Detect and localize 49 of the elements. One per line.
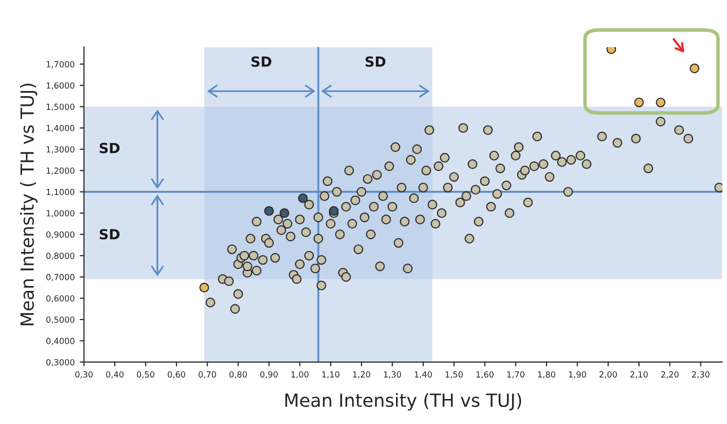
y-tick-label: 1,4000 [46, 124, 74, 132]
y-tick-label: 1,3000 [46, 146, 74, 154]
y-tick-label: 1,5000 [46, 104, 74, 111]
annotation: SD [252, 56, 272, 67]
y-tick-label: 1,1000 [46, 188, 74, 196]
x-tick-label: 1,20 [353, 371, 370, 378]
annotation: SD [100, 228, 120, 240]
x-tick-label: 0,70 [198, 371, 216, 378]
x-axis-title: Mean Intensity (TH vs TUJ) [285, 393, 522, 411]
y-tick-label: 0,8000 [46, 252, 74, 260]
y-tick-label: 1,7000 [46, 61, 74, 68]
x-tick-label: 2,20 [661, 371, 679, 378]
point [634, 98, 644, 108]
annotation: SD [100, 142, 120, 154]
point [298, 193, 308, 204]
x-tick-label: 2,30 [692, 371, 710, 378]
x-tick-label: 1,50 [446, 371, 463, 378]
y-tick-label: 0,9000 [46, 231, 74, 239]
x-tick-label: 0,60 [168, 371, 186, 378]
x-tick-label: 1,30 [384, 371, 402, 378]
y-tick-label: 0,5000 [46, 316, 74, 324]
annotation: SD [366, 56, 386, 67]
x-tick-label: 0,90 [260, 371, 278, 378]
x-tick-label: 2,00 [600, 371, 617, 378]
y-tick-label: 0,4000 [46, 338, 74, 345]
x-tick-label: 1,80 [538, 371, 556, 378]
x-tick-label: 1,60 [476, 371, 494, 378]
x-tick-label: 1,40 [414, 371, 432, 378]
x-tick-label: 1,00 [291, 371, 309, 378]
point [690, 64, 700, 74]
y-tick-label: 1,6000 [46, 82, 74, 90]
x-tick-label: 0,30 [75, 371, 93, 378]
y-tick-label: 0,3000 [46, 359, 74, 366]
x-tick-label: 1,90 [568, 371, 586, 378]
point [280, 208, 290, 218]
x-tick-label: 0,80 [229, 371, 247, 378]
point [199, 282, 210, 292]
x-tick-label: 2,10 [630, 371, 648, 378]
point [656, 98, 666, 108]
point [264, 206, 274, 216]
y-tick-label: 1,0000 [46, 210, 74, 218]
x-tick-label: 0,50 [136, 371, 154, 378]
y-tick-label: 1,2000 [46, 168, 74, 175]
x-tick-label: 0,40 [106, 371, 124, 378]
y-axis-title: Mean Intensity ( TH vs TUJ) [20, 84, 38, 326]
y-tick-label: 0,7000 [46, 274, 74, 282]
x-tick-label: 1,10 [322, 371, 340, 378]
y-tick-label: 0,6000 [46, 295, 74, 302]
x-tick-label: 1,70 [507, 371, 524, 378]
